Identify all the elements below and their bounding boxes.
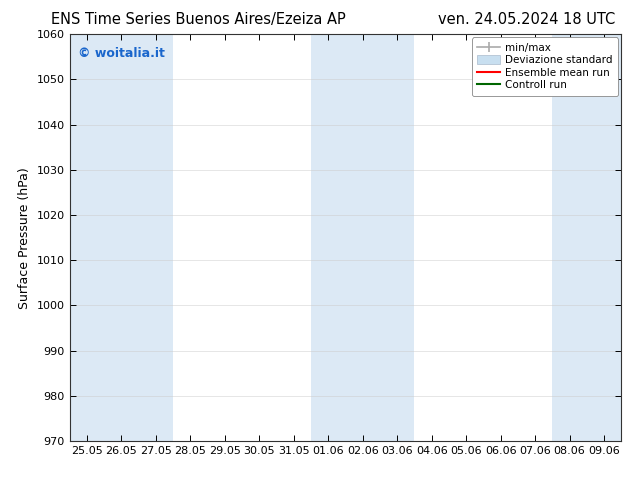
Text: ENS Time Series Buenos Aires/Ezeiza AP: ENS Time Series Buenos Aires/Ezeiza AP [51,12,346,27]
Bar [139,34,173,441]
Legend: min/max, Deviazione standard, Ensemble mean run, Controll run: min/max, Deviazione standard, Ensemble m… [472,37,618,96]
Bar [552,34,621,441]
Bar [70,34,139,441]
Bar [311,34,415,441]
Y-axis label: Surface Pressure (hPa): Surface Pressure (hPa) [18,167,31,309]
Text: © woitalia.it: © woitalia.it [78,47,165,59]
Text: ven. 24.05.2024 18 UTC: ven. 24.05.2024 18 UTC [437,12,615,27]
